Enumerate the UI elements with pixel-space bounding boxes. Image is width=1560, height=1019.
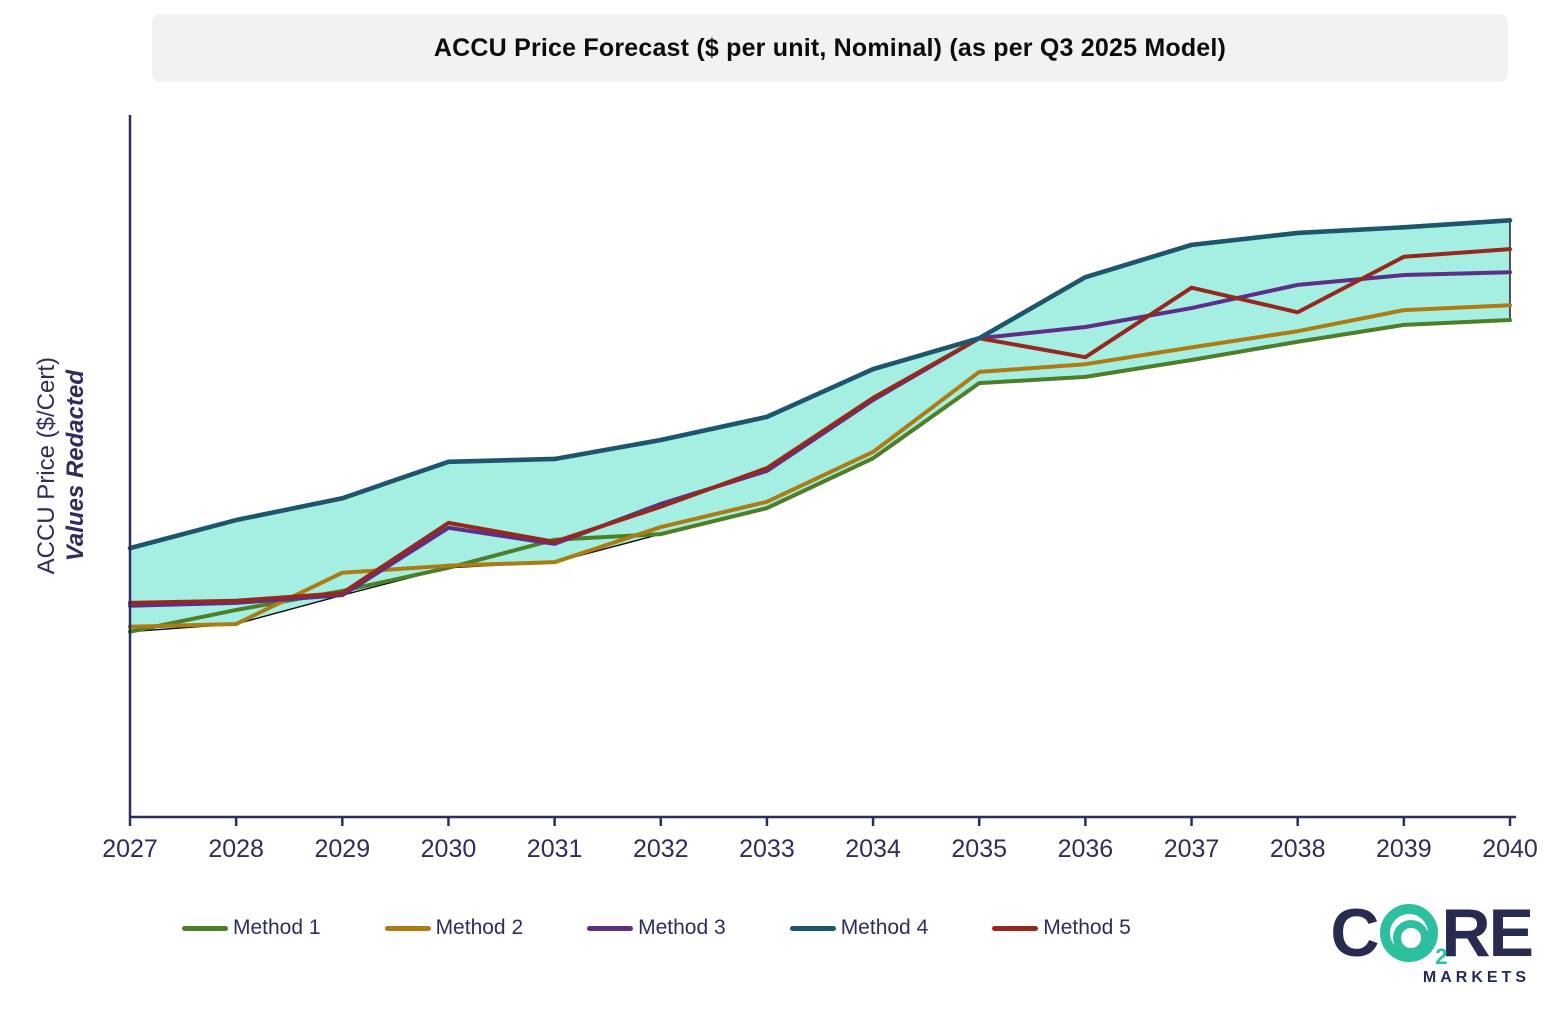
chart-plot: 2027 2028 2029 2030 2031 2032 2033 2034 2035 2036…: [102, 115, 1538, 863]
logo-wordmark: C 2 RE: [1330, 895, 1534, 971]
x-axis-tick-label: 2036: [1058, 835, 1114, 863]
x-axis-tick-label: 2032: [633, 835, 689, 863]
logo-inner-ring: [1392, 920, 1429, 956]
legend-item-method-1: Method 1: [182, 916, 321, 940]
legend-label: Method 4: [840, 916, 929, 939]
legend-label: Method 5: [1043, 916, 1131, 939]
x-axis-tick-label: 2030: [421, 835, 477, 863]
series-line-method-1: [128, 317, 1512, 634]
legend-label: Method 3: [638, 916, 726, 939]
x-axis-tick-label: 2038: [1270, 835, 1326, 863]
legend-label: Method 2: [435, 916, 524, 939]
logo-letters-re: RE: [1441, 895, 1534, 971]
forecast-range-band: [129, 219, 1511, 633]
logo-outer-ring: [1379, 904, 1438, 962]
series-line-method-5: [128, 247, 1512, 605]
legend-item-method-3: Method 3: [587, 916, 726, 940]
x-axis-tick-label: 2034: [845, 835, 901, 863]
x-axis-tick-label: 2031: [527, 835, 583, 863]
chart-title: ACCU Price Forecast ($ per unit, Nominal…: [433, 33, 1227, 62]
x-axis-tick-label: 2040: [1482, 835, 1538, 863]
series-line-method-2: [128, 303, 1512, 629]
x-axis-tick-label: 2033: [739, 835, 795, 863]
legend-swatch-icon: [587, 925, 634, 931]
chart-title-panel: ACCU Price Forecast ($ per unit, Nominal…: [152, 14, 1508, 82]
legend-swatch-icon: [789, 925, 836, 931]
legend-item-method-4: Method 4: [789, 916, 929, 940]
x-axis-tick-label: 2028: [208, 835, 264, 863]
series-line-method-4: [127, 218, 1513, 551]
legend-label: Method 1: [233, 916, 321, 939]
logo-subtitle: MARKETS: [1422, 969, 1530, 986]
logo-subscript-2: 2: [1435, 944, 1448, 969]
x-axis-tick-label: 2039: [1376, 835, 1432, 863]
logo-co2-ring-icon: 2: [1379, 904, 1448, 969]
legend-item-method-2: Method 2: [384, 916, 524, 940]
x-axis-tick-label: 2027: [102, 835, 158, 863]
core-markets-logo: C 2 RE MARKETS: [1322, 895, 1534, 987]
legend-item-method-5: Method 5: [992, 916, 1131, 940]
legend: Method 1 Method 2 Method 3 Method 4 Method 5: [182, 916, 1131, 940]
legend-swatch-icon: [384, 925, 431, 931]
x-axis-tick-label: 2037: [1164, 835, 1220, 863]
legend-swatch-icon: [182, 925, 228, 931]
x-axis-tick-label: 2029: [314, 835, 370, 863]
logo-letter-c: C: [1330, 895, 1379, 971]
x-axis-tick-label: 2035: [951, 835, 1007, 863]
series-line-method-3: [128, 270, 1512, 608]
legend-swatch-icon: [992, 925, 1039, 931]
